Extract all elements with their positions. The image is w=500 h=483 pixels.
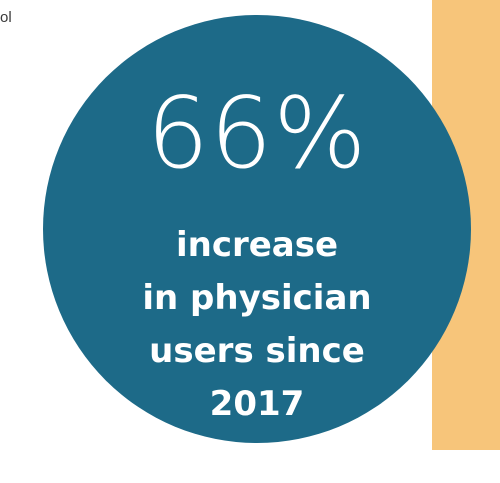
- stat-caption-line: increase: [175, 225, 339, 265]
- stat-caption-line: users since: [149, 331, 365, 371]
- stat-caption-line: in physician: [142, 278, 372, 318]
- stat-percentage: 66%: [146, 77, 368, 191]
- stat-circle: [43, 15, 471, 443]
- stat-caption-line: 2017: [209, 384, 305, 424]
- cropped-edge-text: ol: [0, 9, 12, 26]
- stat-caption: increase in physician users since 2017: [43, 219, 471, 431]
